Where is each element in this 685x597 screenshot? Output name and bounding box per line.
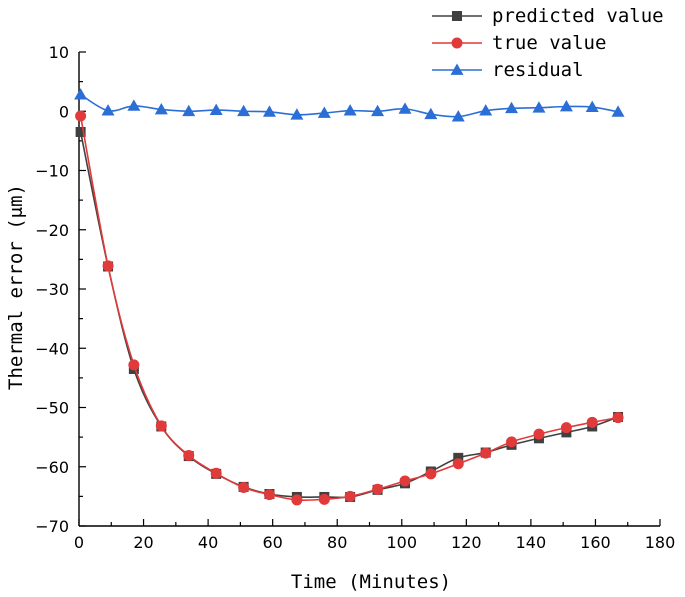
true-value-point xyxy=(425,468,437,480)
true-value-point xyxy=(480,447,492,459)
true-value-point xyxy=(238,481,250,493)
true-value-point xyxy=(75,110,87,122)
y-tick-label: −40 xyxy=(35,339,69,358)
residual-point xyxy=(290,108,304,120)
x-tick-label: 20 xyxy=(133,533,153,552)
y-tick-label: −30 xyxy=(35,280,69,299)
series-layer xyxy=(74,88,625,506)
legend-item-true-value: true value xyxy=(432,32,606,54)
true-value-point xyxy=(612,412,624,424)
residual-point xyxy=(182,104,196,117)
y-tick-label: −60 xyxy=(35,458,69,477)
residual-point xyxy=(424,107,438,120)
true-value-point xyxy=(318,493,330,505)
residual-point xyxy=(479,104,493,116)
x-tick-label: 40 xyxy=(198,533,218,552)
true-value-point xyxy=(372,483,384,495)
residual-point xyxy=(343,104,357,116)
residual-point xyxy=(451,110,465,122)
residual-point xyxy=(559,100,573,112)
residual-point xyxy=(505,101,519,114)
residual-point xyxy=(611,105,625,117)
true-value-point xyxy=(344,490,356,502)
true-value-point xyxy=(263,489,275,501)
true-value-point xyxy=(533,428,545,440)
predicted-value-point xyxy=(453,452,464,463)
series-residual xyxy=(74,88,625,122)
x-axis-title: Time (Minutes) xyxy=(291,571,451,593)
true-value-point xyxy=(586,416,598,428)
x-tick-label: 120 xyxy=(451,533,482,552)
x-tick-label: 100 xyxy=(387,533,418,552)
x-tick-label: 0 xyxy=(74,533,84,552)
x-tick-label: 160 xyxy=(580,533,611,552)
legend: predicted value true value residual xyxy=(432,5,664,81)
true-value-point xyxy=(560,422,572,434)
true-value-point xyxy=(183,449,195,461)
true-value-point xyxy=(102,260,114,272)
y-tick-label: −20 xyxy=(35,221,69,240)
residual-point xyxy=(237,104,251,117)
legend-marker xyxy=(452,11,462,21)
series-predicted-value xyxy=(75,126,624,502)
x-tick-label: 60 xyxy=(262,533,282,552)
residual-point xyxy=(585,100,599,112)
true-value-point xyxy=(291,494,303,506)
x-tick-label: 180 xyxy=(645,533,676,552)
x-tick-label: 140 xyxy=(516,533,547,552)
residual-point xyxy=(127,99,141,111)
true-value-point xyxy=(128,359,140,371)
residual-point xyxy=(154,102,168,115)
legend-marker xyxy=(451,37,463,49)
y-tick-label: −70 xyxy=(35,517,69,536)
residual-point xyxy=(317,106,331,118)
y-tick-label: −10 xyxy=(35,162,69,181)
legend-marker xyxy=(450,63,464,75)
legend-label: true value xyxy=(492,32,606,54)
predicted-value-point xyxy=(75,126,86,137)
y-tick-label: 10 xyxy=(49,43,69,62)
residual-point xyxy=(371,104,385,117)
residual-point xyxy=(398,102,412,114)
true-value-point xyxy=(210,467,222,479)
series-true-value xyxy=(75,110,624,506)
y-axis-ticks: 10 0 −10 −20 −30 −40 −50 −60 −70 xyxy=(35,43,86,536)
y-axis-title: Thermal error (μm) xyxy=(5,184,27,390)
residual-point xyxy=(74,88,88,100)
y-tick-label: −50 xyxy=(35,399,69,418)
x-tick-label: 80 xyxy=(327,533,347,552)
true-value-point xyxy=(452,458,464,470)
true-value-point xyxy=(155,420,167,432)
residual-point xyxy=(209,103,223,115)
true-value-point xyxy=(506,436,518,448)
axes xyxy=(78,52,660,527)
legend-label: residual xyxy=(492,59,584,81)
x-axis-ticks: 0 20 40 60 80 100 120 140 160 180 xyxy=(74,519,675,552)
legend-item-residual: residual xyxy=(432,59,584,81)
residual-point xyxy=(532,101,546,113)
y-tick-label: 0 xyxy=(59,102,69,121)
legend-label: predicted value xyxy=(492,5,664,27)
true-value-line xyxy=(79,115,619,502)
residual-point xyxy=(262,105,276,117)
legend-item-predicted-value: predicted value xyxy=(432,5,664,27)
residual-point xyxy=(101,104,115,116)
true-value-point xyxy=(399,475,411,487)
